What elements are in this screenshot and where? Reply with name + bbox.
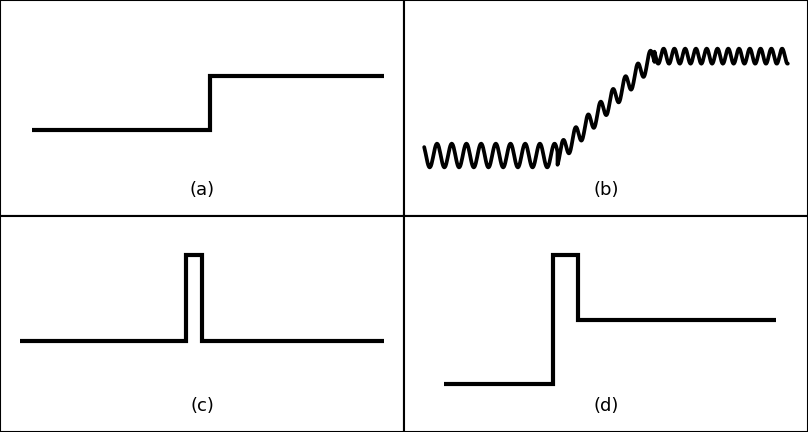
Text: (a): (a) <box>189 181 215 199</box>
Text: (b): (b) <box>593 181 619 199</box>
Text: (c): (c) <box>190 397 214 415</box>
Text: (d): (d) <box>593 397 619 415</box>
